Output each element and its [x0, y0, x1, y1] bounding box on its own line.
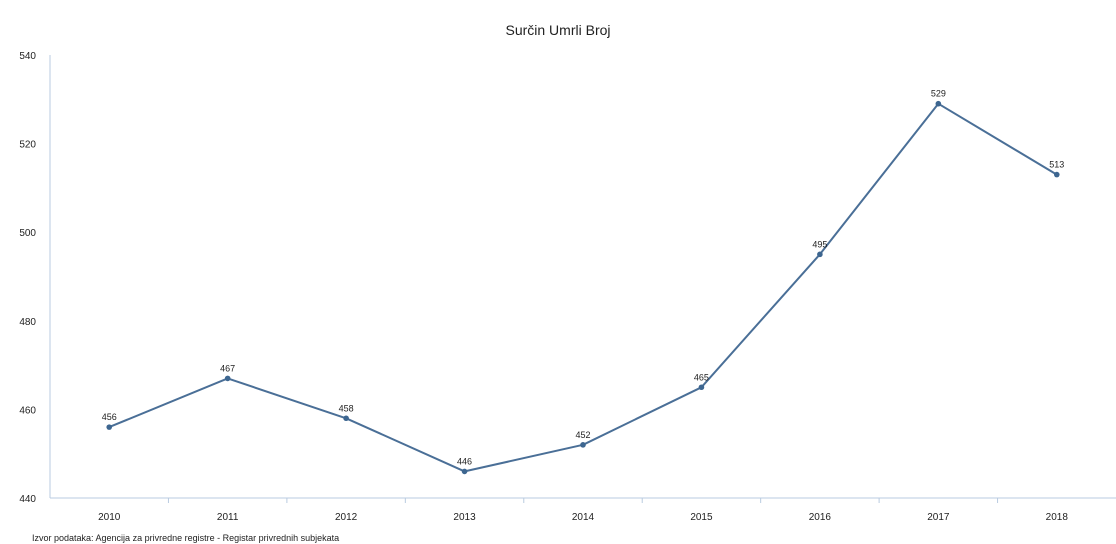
- x-tick-label: 2011: [217, 512, 239, 523]
- x-tick-label: 2010: [98, 512, 121, 523]
- source-note: Izvor podataka: Agencija za privredne re…: [32, 533, 340, 543]
- y-tick-label: 460: [19, 405, 36, 416]
- data-label: 529: [931, 89, 946, 99]
- data-point: [106, 424, 113, 430]
- axes: 440 460 480 500 520 540 2010 2011 2012 2013 2014 20…: [19, 51, 1116, 523]
- data-label: 446: [457, 456, 472, 466]
- data-label: 458: [339, 403, 354, 413]
- x-tick-label: 2017: [927, 512, 950, 523]
- data-label: 467: [220, 363, 235, 373]
- data-label: 465: [694, 372, 709, 382]
- y-tick-label: 500: [19, 228, 36, 239]
- data-point: [698, 384, 705, 391]
- x-tick-label: 2013: [453, 512, 476, 523]
- x-tick-label: 2016: [809, 512, 832, 523]
- y-tick-label: 520: [19, 140, 36, 151]
- labels-layer: 456 467 458 446 452 465 495 529 513: [102, 89, 1065, 467]
- data-point: [343, 415, 349, 422]
- data-label: 456: [102, 412, 117, 422]
- x-tick-label: 2015: [690, 512, 713, 523]
- data-point: [1053, 171, 1060, 178]
- y-tick-label: 540: [19, 51, 36, 62]
- data-point: [817, 251, 823, 258]
- data-label: 495: [812, 239, 827, 249]
- x-tick-label: 2018: [1046, 512, 1069, 523]
- series-layer: [106, 100, 1060, 475]
- x-tick-label: 2014: [572, 512, 595, 523]
- data-point: [224, 375, 231, 382]
- data-label: 452: [575, 430, 590, 440]
- data-point: [461, 468, 468, 475]
- x-tick-label: 2012: [335, 512, 358, 523]
- data-point: [935, 100, 942, 107]
- data-point: [580, 442, 586, 448]
- y-tick-label: 480: [19, 317, 36, 328]
- series-line: [108, 102, 1058, 473]
- chart-title: Surčin Umrli Broj: [505, 22, 611, 38]
- y-tick-label: 440: [19, 494, 36, 505]
- data-label: 513: [1049, 160, 1064, 170]
